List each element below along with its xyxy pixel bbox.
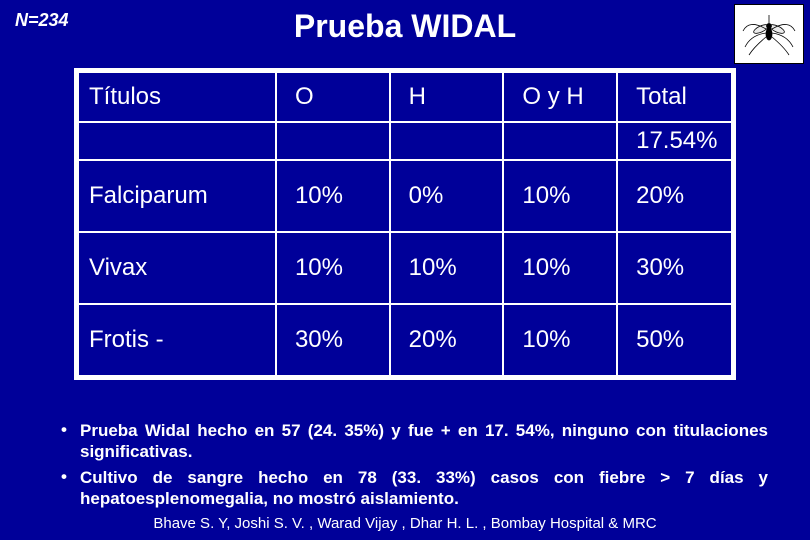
table-cell <box>390 122 504 160</box>
table-cell: 20% <box>617 160 732 232</box>
table-cell <box>503 122 617 160</box>
table-cell: 0% <box>390 160 504 232</box>
data-table: Títulos O H O y H Total 17.54% Falciparu… <box>74 68 736 380</box>
bullet-text: Cultivo de sangre hecho en 78 (33. 33%) … <box>80 467 768 510</box>
table-header: Títulos <box>78 72 276 122</box>
table-cell: 30% <box>617 232 732 304</box>
row-label: Frotis - <box>78 304 276 376</box>
table-cell: 10% <box>276 160 390 232</box>
table-cell <box>78 122 276 160</box>
bullet-marker: • <box>48 467 80 510</box>
row-label: Falciparum <box>78 160 276 232</box>
bullet-item: • Cultivo de sangre hecho en 78 (33. 33%… <box>48 467 768 510</box>
table-subheader-row: 17.54% <box>78 122 732 160</box>
bullet-marker: • <box>48 420 80 463</box>
table-row: Falciparum 10% 0% 10% 20% <box>78 160 732 232</box>
table-header: H <box>390 72 504 122</box>
table-cell: 10% <box>503 304 617 376</box>
row-label: Vivax <box>78 232 276 304</box>
table-cell: 10% <box>390 232 504 304</box>
table-cell: 17.54% <box>617 122 732 160</box>
bullet-text: Prueba Widal hecho en 57 (24. 35%) y fue… <box>80 420 768 463</box>
table-cell: 10% <box>276 232 390 304</box>
table-cell: 20% <box>390 304 504 376</box>
slide-title: Prueba WIDAL <box>0 8 810 45</box>
table-cell: 10% <box>503 232 617 304</box>
bullet-item: • Prueba Widal hecho en 57 (24. 35%) y f… <box>48 420 768 463</box>
table-header: O y H <box>503 72 617 122</box>
citation: Bhave S. Y, Joshi S. V. , Warad Vijay , … <box>0 515 810 532</box>
table-header-row: Títulos O H O y H Total <box>78 72 732 122</box>
table-cell: 50% <box>617 304 732 376</box>
table-cell: 10% <box>503 160 617 232</box>
table-header: O <box>276 72 390 122</box>
mosquito-icon <box>734 4 804 64</box>
table-header: Total <box>617 72 732 122</box>
table-cell <box>276 122 390 160</box>
table-cell: 30% <box>276 304 390 376</box>
table-row: Vivax 10% 10% 10% 30% <box>78 232 732 304</box>
table-row: Frotis - 30% 20% 10% 50% <box>78 304 732 376</box>
bullet-list: • Prueba Widal hecho en 57 (24. 35%) y f… <box>48 420 768 513</box>
